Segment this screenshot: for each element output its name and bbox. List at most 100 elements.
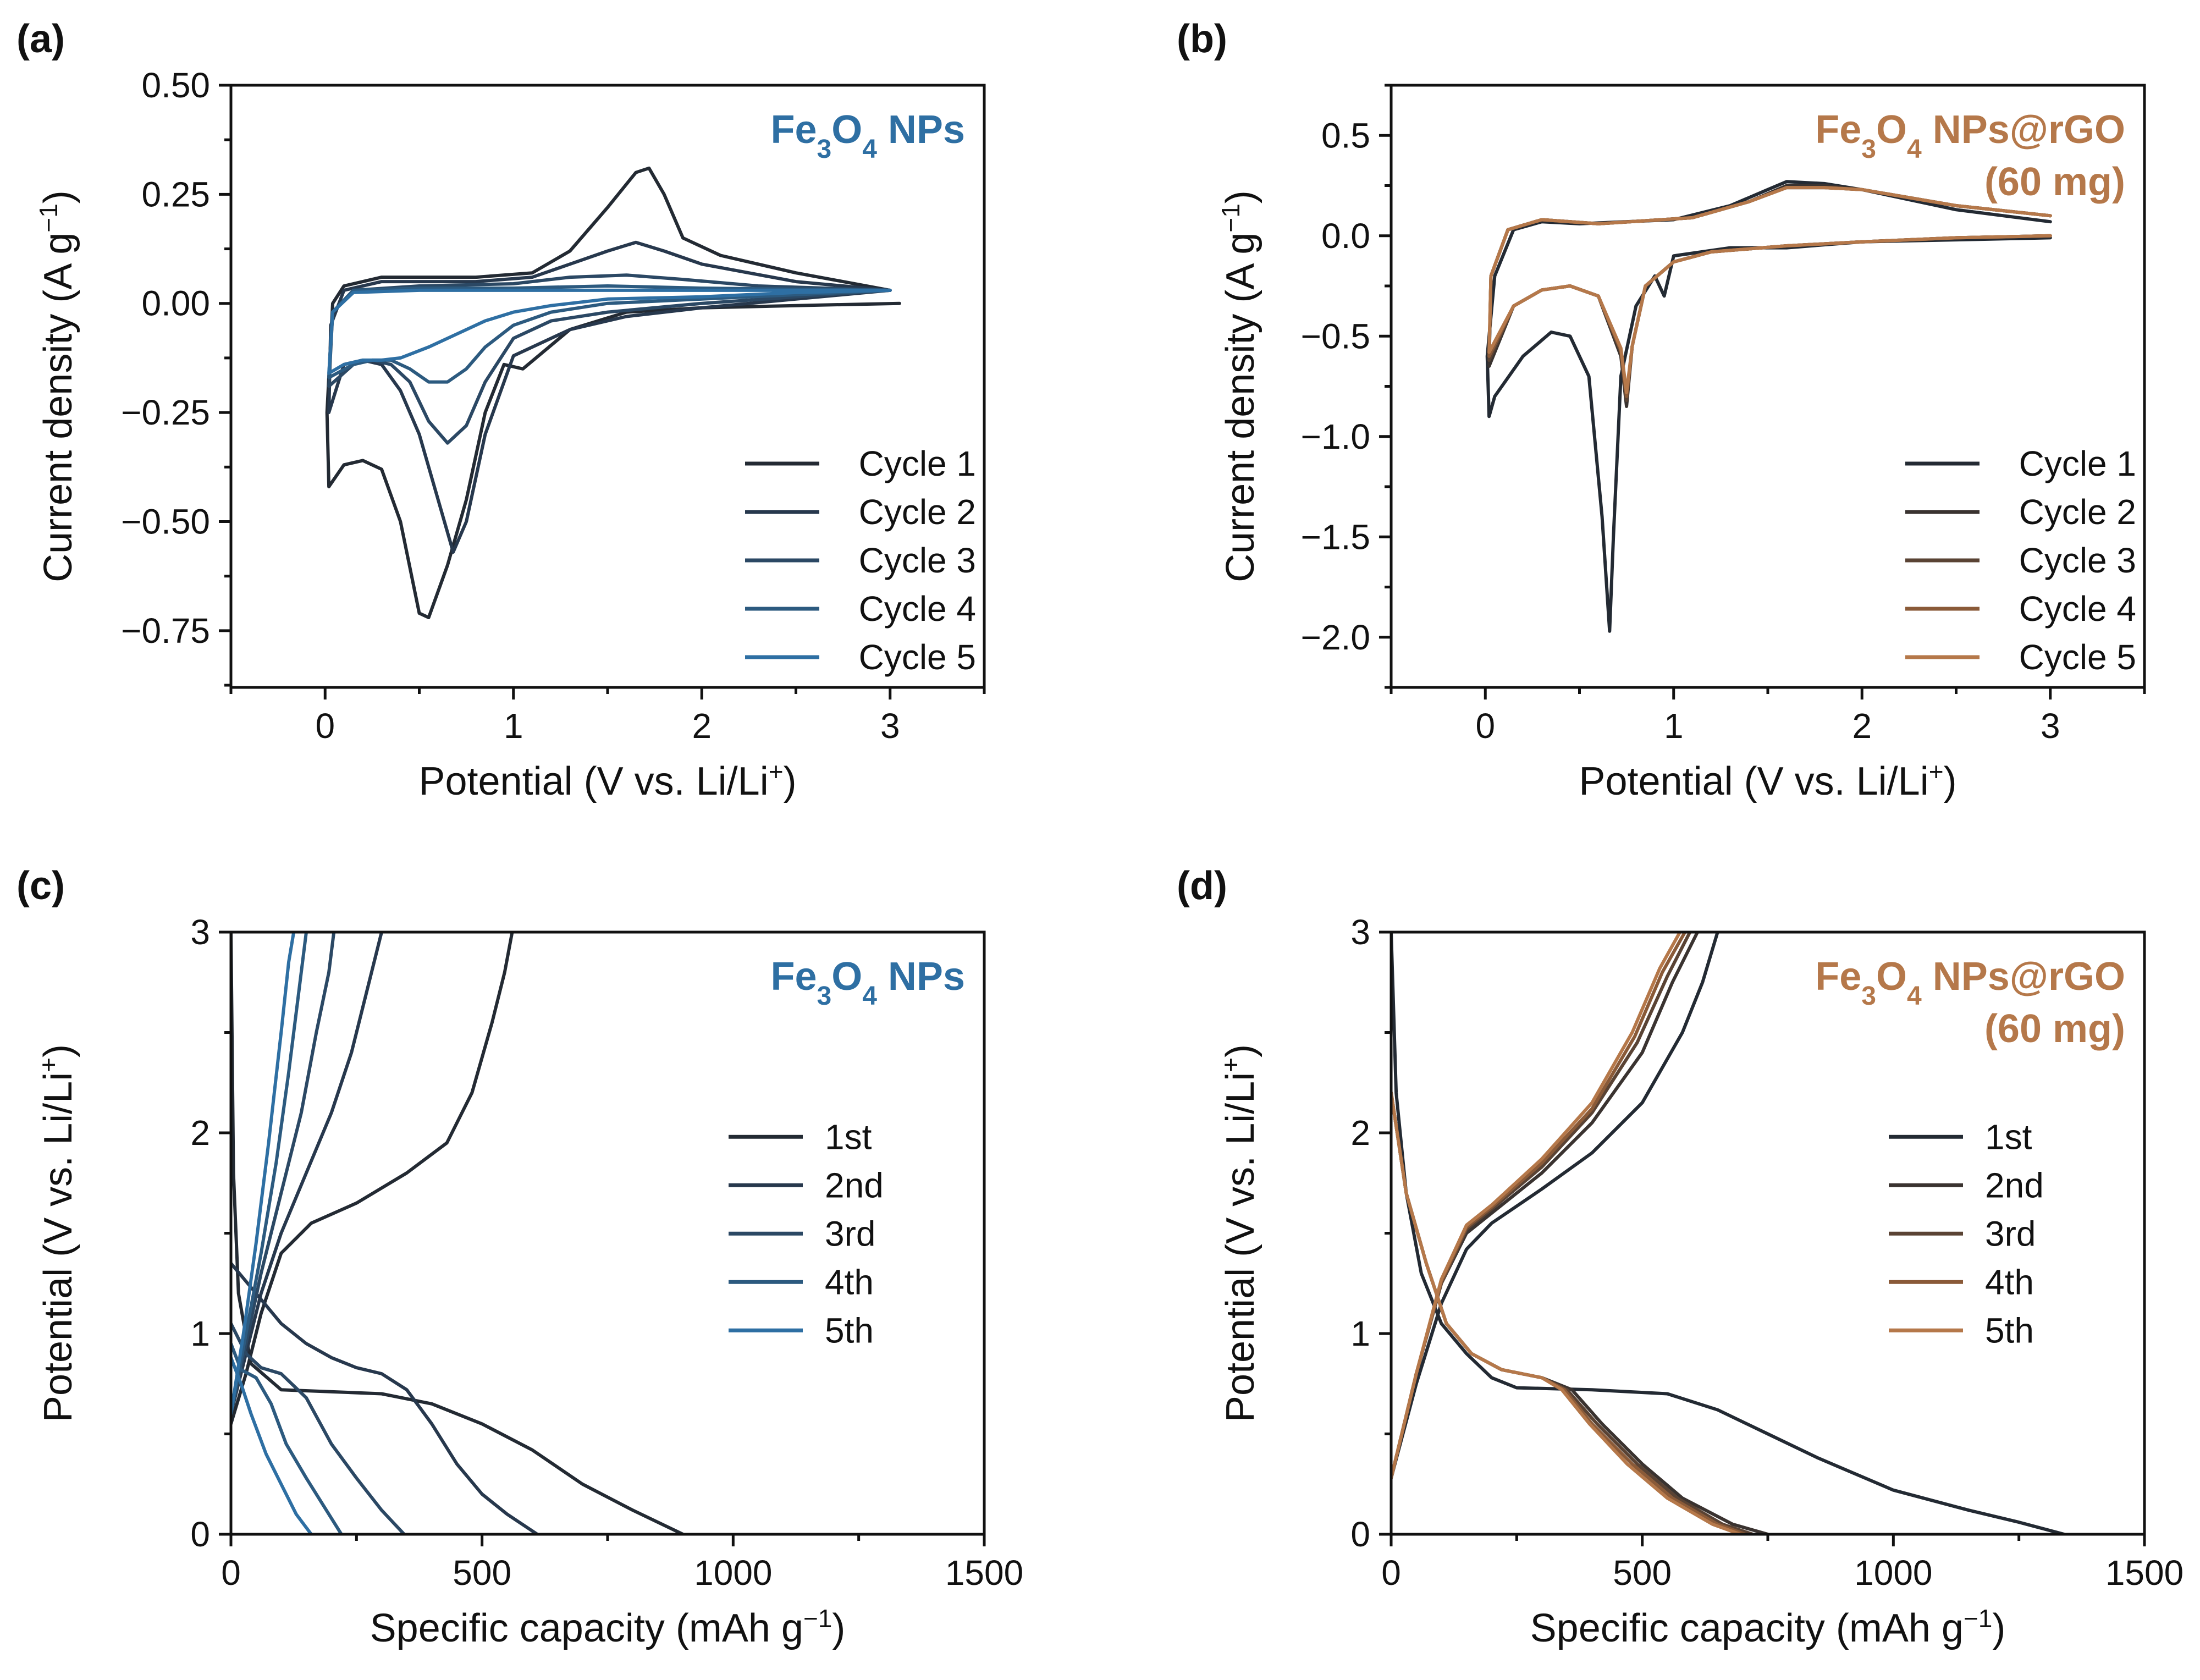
x-tick-label: 500 xyxy=(453,1553,511,1593)
series-group xyxy=(231,932,685,1534)
series-line-2nd-part-0 xyxy=(1391,1091,1769,1534)
panel-letter: (a) xyxy=(16,17,65,61)
legend: Cycle 1 Cycle 2 Cycle 3 Cycle 4 Cycle 5 xyxy=(745,444,976,677)
series-line-3rd-part-0 xyxy=(1391,1091,1755,1534)
legend-label: 4th xyxy=(825,1262,874,1302)
panel-2: 0 500 1000 1500 0 1 2 3 Specific capacity (mAh g… xyxy=(16,864,1023,1650)
series-line-cycle-3 xyxy=(327,273,892,445)
y-tick-label: −2.0 xyxy=(1301,618,1370,657)
legend-label: 1st xyxy=(825,1117,872,1156)
x-axis-title: Specific capacity (mAh g−1) xyxy=(370,1604,846,1650)
x-tick-label: 2 xyxy=(1852,706,1872,746)
x-tick-label: 1500 xyxy=(945,1553,1023,1593)
series-line-3rd-part-1 xyxy=(231,932,336,1415)
series-group xyxy=(325,166,901,619)
series-line-cycle-4 xyxy=(1487,186,2052,398)
legend-label: Cycle 5 xyxy=(859,637,976,677)
y-axis-title: Potential (V vs. Li/Li+) xyxy=(34,1044,80,1422)
y-axis-title: Current density (A g−1) xyxy=(34,190,80,582)
series-line-cycle-1 xyxy=(1485,180,2052,633)
x-axis-title: Potential (V vs. Li/Li+) xyxy=(418,757,796,803)
series-line-cycle-5 xyxy=(1487,186,2052,394)
y-tick-label: 3 xyxy=(190,912,210,952)
y-tick-label: −0.75 xyxy=(121,611,210,651)
x-tick-label: 500 xyxy=(1613,1553,1672,1593)
y-tick-label: 0.0 xyxy=(1321,216,1370,256)
series-line-5th-part-0 xyxy=(231,1356,313,1534)
series-line-cycle-2 xyxy=(1487,184,2052,408)
x-tick-label: 0 xyxy=(221,1553,241,1593)
legend-label: 5th xyxy=(1985,1310,2034,1350)
material-annotation: Fe3O4 NPs@rGO xyxy=(1815,108,2125,164)
legend: Cycle 1 Cycle 2 Cycle 3 Cycle 4 Cycle 5 xyxy=(1905,444,2136,677)
y-tick-label: 1 xyxy=(1350,1314,1370,1353)
y-tick-label: −0.5 xyxy=(1301,316,1370,356)
y-axis-title: Potential (V vs. Li/Li+) xyxy=(1216,1044,1262,1422)
material-annotation: Fe3O4 NPs@rGO xyxy=(1815,955,2125,1011)
panel-0: 0 1 2 3 0.50 0.25 0.00 −0.25 −0.50 −0.75 Potential… xyxy=(16,17,986,803)
series-line-5th-part-0 xyxy=(1391,1091,1742,1534)
material-annotation-line2: (60 mg) xyxy=(1984,160,2125,204)
series-line-cycle-5 xyxy=(327,288,892,375)
x-tick-label: 1000 xyxy=(694,1553,772,1593)
y-tick-label: 1 xyxy=(190,1314,210,1353)
legend-label: 2nd xyxy=(825,1165,884,1205)
x-tick-label: 0 xyxy=(1381,1553,1401,1593)
legend-label: 5th xyxy=(825,1310,874,1350)
y-tick-label: −0.25 xyxy=(121,393,210,432)
x-axis-title: Specific capacity (mAh g−1) xyxy=(1530,1604,2006,1650)
series-line-1st-part-0 xyxy=(231,932,685,1534)
y-tick-label: 3 xyxy=(1350,912,1370,952)
legend-label: 3rd xyxy=(1985,1214,2036,1253)
legend-label: Cycle 5 xyxy=(2019,637,2136,677)
legend-label: Cycle 2 xyxy=(859,492,976,532)
series-line-1st-part-0 xyxy=(1391,932,2066,1534)
series-line-5th-part-1 xyxy=(1391,932,1682,1480)
series-line-cycle-3 xyxy=(1487,186,2052,402)
legend-label: Cycle 3 xyxy=(859,541,976,580)
panel-letter: (d) xyxy=(1177,864,1227,908)
y-tick-label: −0.50 xyxy=(121,502,210,541)
legend-label: 2nd xyxy=(1985,1165,2044,1205)
x-tick-label: 3 xyxy=(880,706,900,746)
x-tick-label: 1500 xyxy=(2105,1553,2184,1593)
y-tick-label: 2 xyxy=(1350,1113,1370,1153)
series-line-3rd-part-0 xyxy=(231,1321,406,1534)
series-line-1st-part-1 xyxy=(231,932,514,1426)
x-tick-label: 2 xyxy=(692,706,712,746)
material-annotation: Fe3O4 NPs xyxy=(770,108,965,164)
x-tick-label: 1000 xyxy=(1854,1553,1932,1593)
legend: 1st 2nd 3rd 4th 5th xyxy=(1889,1117,2044,1350)
panel-1: 0 1 2 3 0.5 0.0 −0.5 −1.0 −1.5 −2.0 Potential (V v… xyxy=(1177,17,2146,803)
legend: 1st 2nd 3rd 4th 5th xyxy=(729,1117,884,1350)
series-line-2nd-part-0 xyxy=(231,1262,539,1534)
series-line-5th-part-1 xyxy=(231,932,296,1415)
x-tick-label: 1 xyxy=(504,706,523,746)
series-line-4th-part-1 xyxy=(231,932,308,1415)
series-group xyxy=(1485,180,2052,633)
y-tick-label: 0.00 xyxy=(141,284,210,323)
y-tick-label: −1.5 xyxy=(1301,517,1370,557)
y-tick-label: −1.0 xyxy=(1301,417,1370,456)
series-line-4th-part-0 xyxy=(231,1342,343,1534)
y-axis-title: Current density (A g−1) xyxy=(1216,190,1262,582)
y-tick-label: 0 xyxy=(190,1514,210,1554)
x-tick-label: 3 xyxy=(2041,706,2060,746)
material-annotation: Fe3O4 NPs xyxy=(770,955,965,1011)
panel-letter: (c) xyxy=(16,864,65,908)
legend-label: Cycle 3 xyxy=(2019,541,2136,580)
legend-label: Cycle 4 xyxy=(2019,589,2136,629)
legend-label: Cycle 1 xyxy=(859,444,976,483)
panel-letter: (b) xyxy=(1177,17,1227,61)
legend-label: 1st xyxy=(1985,1117,2032,1156)
x-tick-label: 0 xyxy=(315,706,335,746)
y-tick-label: 0.5 xyxy=(1321,115,1370,155)
legend-label: Cycle 2 xyxy=(2019,492,2136,532)
y-tick-label: 2 xyxy=(190,1113,210,1153)
series-line-1st-part-1 xyxy=(1391,932,1719,1480)
material-annotation-line2: (60 mg) xyxy=(1984,1007,2125,1051)
x-tick-label: 1 xyxy=(1664,706,1684,746)
series-line-cycle-1 xyxy=(325,166,901,619)
legend-label: Cycle 1 xyxy=(2019,444,2136,483)
